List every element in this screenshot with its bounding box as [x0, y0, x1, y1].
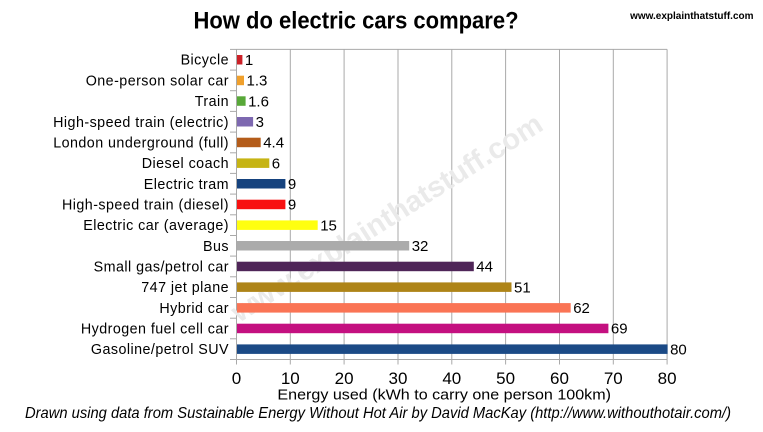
svg-text:60: 60 — [550, 369, 569, 388]
svg-text:4.4: 4.4 — [263, 135, 284, 152]
svg-text:Bicycle: Bicycle — [181, 53, 229, 69]
svg-text:Electric car (average): Electric car (average) — [83, 218, 229, 234]
svg-text:51: 51 — [514, 279, 531, 296]
svg-text:9: 9 — [288, 176, 296, 193]
svg-text:Small gas/petrol car: Small gas/petrol car — [94, 260, 229, 276]
svg-text:How do electric cars compare?: How do electric cars compare? — [194, 7, 519, 34]
svg-text:Drawn using data from Sustaina: Drawn using data from Sustainable Energy… — [25, 405, 731, 422]
svg-text:50: 50 — [496, 369, 515, 388]
svg-text:Diesel coach: Diesel coach — [142, 156, 229, 172]
svg-text:Gasoline/petrol SUV: Gasoline/petrol SUV — [91, 342, 229, 358]
svg-text:London underground (full): London underground (full) — [53, 135, 229, 151]
svg-text:Train: Train — [195, 94, 229, 110]
svg-text:Hybrid car: Hybrid car — [159, 301, 229, 317]
svg-text:6: 6 — [272, 155, 280, 172]
svg-text:Energy used (kWh to carry one: Energy used (kWh to carry one person 100… — [277, 388, 611, 404]
svg-text:80: 80 — [670, 341, 687, 358]
svg-text:Hydrogen fuel cell car: Hydrogen fuel cell car — [81, 322, 229, 338]
svg-text:3: 3 — [256, 114, 264, 131]
svg-text:69: 69 — [611, 321, 628, 338]
svg-text:15: 15 — [320, 217, 337, 234]
svg-text:80: 80 — [658, 369, 677, 388]
svg-text:20: 20 — [335, 369, 354, 388]
svg-text:Bus: Bus — [203, 239, 229, 255]
svg-text:44: 44 — [476, 259, 493, 276]
svg-text:40: 40 — [442, 369, 461, 388]
svg-text:62: 62 — [573, 300, 590, 317]
svg-text:70: 70 — [604, 369, 623, 388]
svg-text:0: 0 — [232, 369, 241, 388]
svg-text:9: 9 — [288, 197, 296, 214]
svg-text:High-speed train (diesel): High-speed train (diesel) — [62, 198, 229, 214]
svg-text:High-speed train (electric): High-speed train (electric) — [53, 115, 229, 131]
svg-text:www.explainthatstuff.com: www.explainthatstuff.com — [629, 10, 753, 22]
svg-text:1.3: 1.3 — [247, 73, 268, 90]
svg-text:747 jet plane: 747 jet plane — [141, 280, 229, 296]
svg-text:Electric tram: Electric tram — [144, 177, 229, 193]
svg-text:One-person solar car: One-person solar car — [86, 73, 229, 89]
svg-text:32: 32 — [412, 238, 429, 255]
svg-text:1: 1 — [245, 52, 253, 69]
svg-text:30: 30 — [389, 369, 408, 388]
svg-text:1.6: 1.6 — [248, 93, 269, 110]
svg-text:10: 10 — [281, 369, 300, 388]
